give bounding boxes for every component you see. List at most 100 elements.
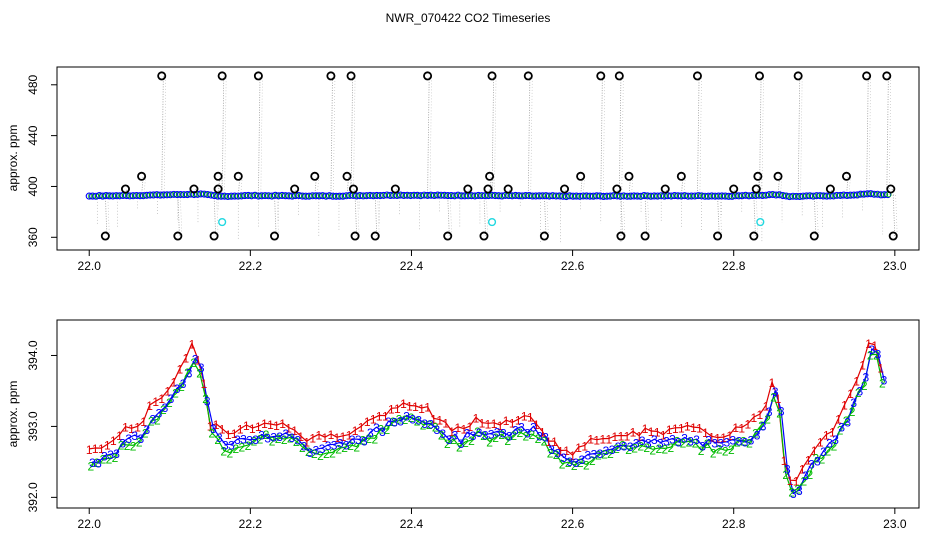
series-marker-3: 3 [228,438,235,452]
top-y-tick-label: 360 [26,227,40,247]
series-marker-3: 3 [633,437,640,451]
baseline-point-blue [769,190,777,199]
baseline-point-blue [471,192,479,200]
spike-line [276,195,279,237]
bottom-y-tick-label: 394.0 [26,340,40,370]
series-marker-1: 1 [460,423,467,437]
series-marker-3: 3 [790,487,797,501]
series-marker-2: 2 [529,428,536,442]
series-marker-2: 2 [130,439,137,453]
outlier-point-black [729,184,739,194]
series-line-2 [90,353,883,493]
series-marker-2: 2 [861,379,868,393]
baseline-point-blue [684,192,692,200]
series-marker-2: 2 [353,441,360,455]
series-marker-2: 2 [390,415,397,429]
series-marker-2: 2 [245,439,252,453]
baseline-point-blue [268,192,276,200]
series-marker-3: 3 [246,434,253,448]
outlier-point-black [809,231,819,241]
series-marker-1: 1 [847,387,854,401]
baseline-point-blue [542,192,550,200]
series-marker-2: 2 [516,426,523,440]
series-marker-1: 1 [394,402,401,416]
series-marker-3: 3 [216,431,223,445]
series-marker-3: 3 [137,432,144,446]
series-marker-1: 1 [757,408,764,422]
series-marker-3: 3 [693,433,700,447]
series-marker-1: 1 [430,412,437,426]
baseline-point-blue [512,191,520,200]
series-marker-3: 3 [869,343,876,357]
series-marker-3: 3 [204,394,211,408]
series-marker-1: 1 [183,352,190,366]
spike-line [527,75,531,196]
outlier-point-black [751,184,761,194]
series-marker-2: 2 [680,437,687,451]
baseline-point-blue [491,192,499,200]
series-marker-3: 3 [579,453,586,467]
series-marker-1: 1 [315,428,322,442]
baseline-point-blue [342,192,350,200]
series-marker-1: 1 [479,417,486,431]
outlier-point-cyan [756,217,765,227]
spike-line [699,75,702,196]
series-marker-2: 2 [674,435,681,449]
spike-line [177,194,180,237]
outlier-point-black [612,184,622,194]
series-marker-1: 1 [781,454,788,468]
series-marker-3: 3 [391,415,398,429]
series-marker-2: 2 [637,439,644,453]
baseline-point-blue [877,191,885,199]
baseline-point-blue [860,190,868,198]
spike-line [800,75,803,197]
series-marker-1: 1 [249,422,256,436]
series-marker-2: 2 [263,428,270,442]
series-marker-2: 2 [855,386,862,400]
series-marker-3: 3 [337,436,344,450]
series-marker-3: 3 [530,420,537,434]
series-marker-2: 2 [758,419,765,433]
series-marker-2: 2 [118,438,125,452]
series-marker-1: 1 [521,410,528,424]
series-marker-3: 3 [772,385,779,399]
series-marker-3: 3 [687,435,694,449]
series-marker-3: 3 [675,436,682,450]
series-marker-2: 2 [420,419,427,433]
outlier-point-black [487,71,497,81]
spike-line [107,195,110,237]
series-marker-3: 3 [621,439,628,453]
baseline-point-blue [637,192,645,200]
outlier-point-black [660,184,670,194]
top-x-axis: 22.0 22.2 22.4 22.6 22.8 23.0 [78,250,907,273]
baseline-point-blue [579,192,587,200]
outlier-point-cyan [487,217,497,227]
series-marker-1: 1 [231,427,238,441]
series-marker-1: 1 [370,412,377,426]
top-x-tick-label: 22.2 [239,259,263,273]
spike-line [631,176,634,197]
series-marker-3: 3 [319,442,326,456]
baseline-point-blue [539,192,547,200]
series-marker-3: 3 [875,347,882,361]
baseline-point-blue [437,191,445,199]
spike-line [719,195,722,237]
series-marker-3: 3 [645,437,652,451]
series-marker-2: 2 [462,436,469,450]
bottom-x-axis: 22.0 22.2 22.4 22.6 22.8 23.0 [78,508,907,531]
top-y-axis-label: approx. ppm [6,125,20,192]
baseline-point-blue [559,192,567,200]
spike-line [647,195,650,237]
series-marker-1: 1 [122,421,129,435]
outlier-point-black [137,171,147,181]
series-marker-3: 3 [95,456,102,470]
series-marker-1: 1 [612,430,619,444]
baseline-point-blue [109,192,117,200]
series-marker-3: 3 [742,436,749,450]
outlier-point-black [350,231,360,241]
series-marker-1: 1 [418,402,425,416]
baseline-point-blue [799,192,807,200]
series-marker-3: 3 [331,438,338,452]
series-marker-2: 2 [124,439,131,453]
series-marker-2: 2 [643,441,650,455]
